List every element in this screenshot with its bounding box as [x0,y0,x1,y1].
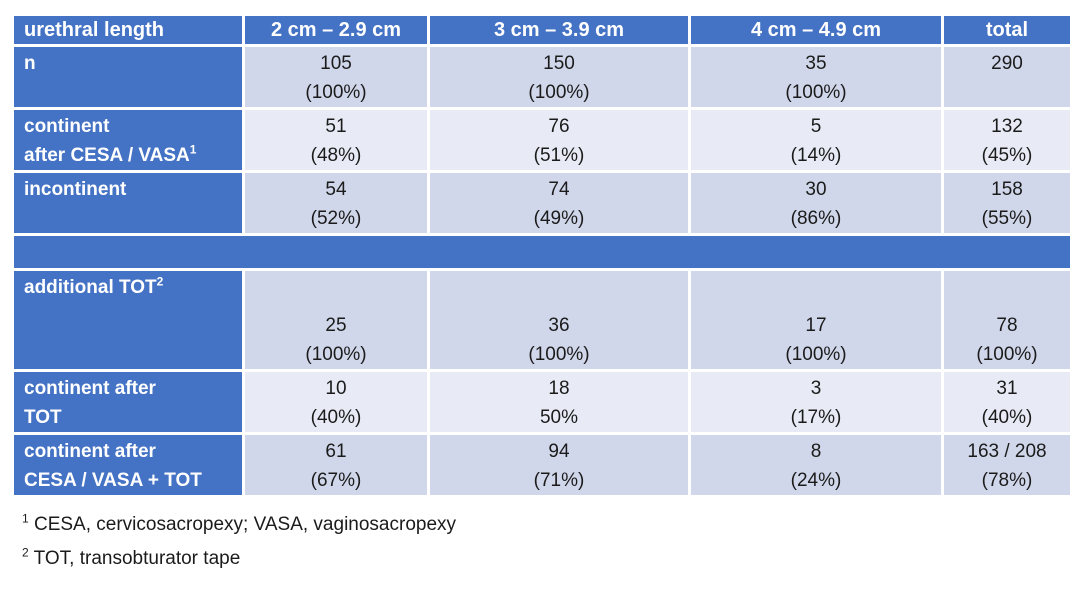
row-label-continent-after-tot: continent after TOT [14,372,242,432]
table-cell: 35 (100%) [691,47,941,107]
table-cell: 30 (86%) [691,173,941,233]
table-cell: 94 (71%) [430,435,688,495]
table-cell: 17 (100%) [691,271,941,369]
table-cell: 132 (45%) [944,110,1070,170]
table-cell: 18 50% [430,372,688,432]
row-label-incontinent: incontinent [14,173,242,233]
table-cell: 76 (51%) [430,110,688,170]
footnotes: 1 CESA, cervicosacropexy; VASA, vaginosa… [22,508,456,576]
footnote-2: 2 TOT, transobturator tape [22,545,241,569]
section-separator [14,236,1070,268]
table-cell: 105 (100%) [245,47,427,107]
header-total: total [944,16,1070,44]
table-cell: 54 (52%) [245,173,427,233]
table-cell: 61 (67%) [245,435,427,495]
table-cell: 163 / 208 (78%) [944,435,1070,495]
table-cell: 51 (48%) [245,110,427,170]
row-label-continent-cesa: continent after CESA / VASA1 [14,110,242,170]
table-cell: 74 (49%) [430,173,688,233]
row-label-continent-after-cesa-tot: continent after CESA / VASA + TOT [14,435,242,495]
table-cell: 31 (40%) [944,372,1070,432]
header-2cm: 2 cm – 2.9 cm [245,16,427,44]
table-cell: 290 [944,47,1070,107]
row-label-additional-tot: additional TOT2 [14,271,242,369]
table-cell: 10 (40%) [245,372,427,432]
table-cell: 36 (100%) [430,271,688,369]
table-cell: 25 (100%) [245,271,427,369]
table-cell: 158 (55%) [944,173,1070,233]
row-label-n: n [14,47,242,107]
header-3cm: 3 cm – 3.9 cm [430,16,688,44]
table-cell: 150 (100%) [430,47,688,107]
results-table: urethral length 2 cm – 2.9 cm 3 cm – 3.9… [14,16,1070,495]
header-urethral-length: urethral length [14,16,242,44]
table-cell: 8 (24%) [691,435,941,495]
table-cell: 78 (100%) [944,271,1070,369]
header-4cm: 4 cm – 4.9 cm [691,16,941,44]
table-cell: 3 (17%) [691,372,941,432]
table-cell: 5 (14%) [691,110,941,170]
footnote-1: 1 CESA, cervicosacropexy; VASA, vaginosa… [22,511,457,535]
